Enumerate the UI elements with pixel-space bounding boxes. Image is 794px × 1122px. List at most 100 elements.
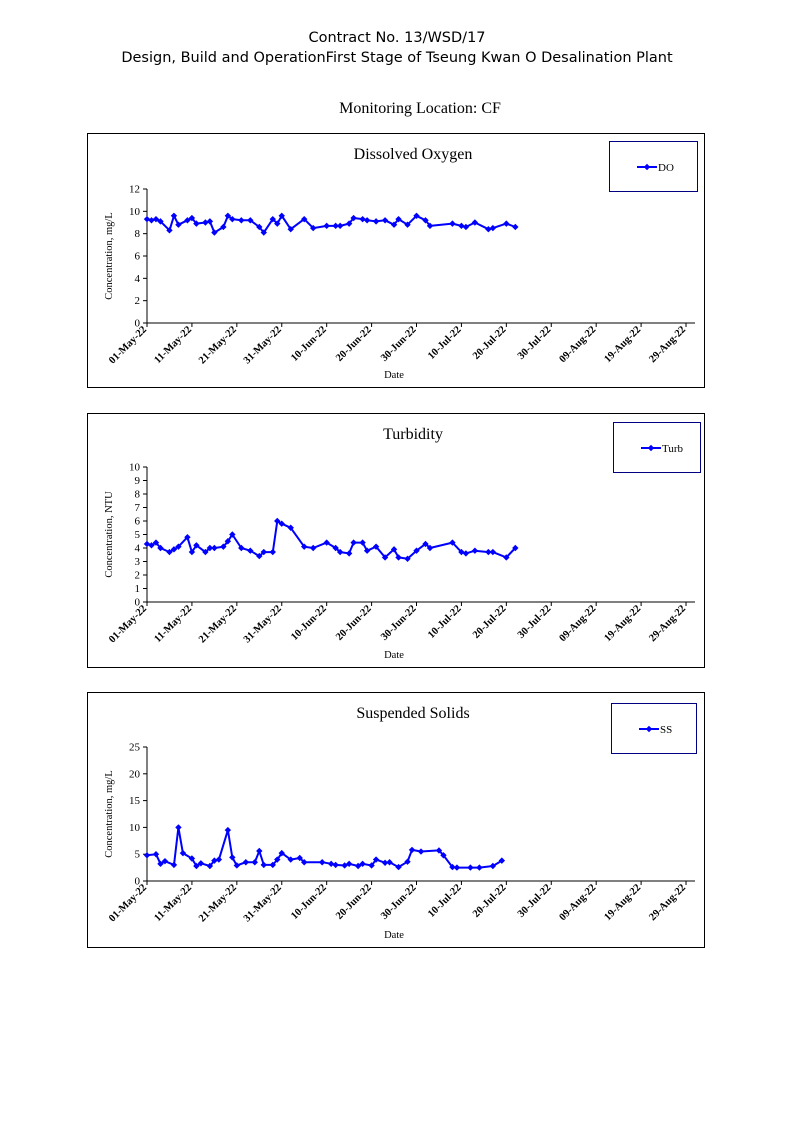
y-tick-label: 20 — [129, 768, 141, 780]
y-axis-label: Concentration, mg/L — [104, 212, 115, 299]
y-tick-label: 10 — [129, 462, 141, 474]
data-point — [512, 544, 519, 552]
x-axis-label: Date — [384, 370, 404, 381]
data-point — [512, 223, 519, 231]
data-point — [422, 217, 429, 224]
data-point — [350, 214, 357, 222]
y-tick-label: 0 — [135, 597, 141, 609]
x-axis-label: Date — [384, 930, 404, 941]
y-tick-label: 10 — [129, 822, 141, 834]
data-point — [462, 223, 470, 231]
data-point — [503, 220, 510, 227]
data-point — [184, 217, 191, 224]
data-point — [256, 223, 263, 231]
data-point — [256, 847, 263, 855]
data-point — [332, 222, 339, 230]
data-point — [170, 212, 178, 219]
project-title-heading: Design, Build and OperationFirst Stage o… — [121, 50, 673, 66]
data-point — [269, 215, 276, 223]
y-tick-label: 5 — [135, 529, 141, 541]
data-point — [359, 215, 366, 223]
data-point — [238, 217, 245, 224]
legend-marker — [643, 163, 651, 171]
data-point — [363, 217, 371, 224]
data-point — [309, 544, 317, 552]
legend-marker — [645, 725, 653, 733]
y-tick-label: 3 — [135, 556, 141, 568]
chart-title: Suspended Solids — [356, 705, 469, 722]
data-point — [229, 215, 236, 223]
legend-label: SS — [660, 724, 672, 736]
data-point — [323, 222, 330, 230]
data-point — [274, 517, 281, 525]
data-point — [224, 212, 232, 219]
y-axis-label: Concentration, NTU — [104, 491, 115, 578]
chart-frame — [87, 692, 705, 948]
data-point — [336, 222, 344, 230]
data-point — [395, 215, 402, 223]
data-point — [345, 220, 353, 227]
chart-title: Turbidity — [383, 426, 443, 443]
data-point — [206, 218, 214, 225]
data-point — [157, 860, 164, 868]
data-point — [435, 847, 443, 854]
legend-marker — [647, 444, 655, 452]
data-point — [157, 218, 164, 225]
data-point — [287, 524, 294, 531]
data-point — [242, 859, 250, 866]
monitoring-location-title: Monitoring Location: CF — [339, 100, 501, 117]
data-point — [458, 222, 465, 230]
data-point — [413, 212, 420, 219]
y-tick-label: 2 — [135, 570, 141, 582]
data-point — [318, 859, 326, 866]
data-point — [309, 224, 317, 232]
data-point — [417, 848, 425, 855]
data-point — [278, 212, 285, 219]
y-tick-label: 6 — [135, 516, 141, 528]
data-point — [372, 856, 380, 863]
data-point — [323, 539, 330, 546]
data-point — [170, 546, 178, 553]
data-point — [386, 859, 393, 866]
chart-frame — [87, 413, 705, 668]
chart-frame — [87, 133, 705, 388]
data-point — [224, 538, 232, 545]
data-point — [206, 544, 214, 552]
y-tick-label: 25 — [129, 742, 141, 754]
turbidity-chart: Turbidity 0 1 2 3 4 5 6 7 8 9 10 Concentration, NTU 0… — [87, 413, 705, 668]
data-point — [426, 222, 434, 230]
y-tick-label: 9 — [135, 475, 141, 487]
data-point — [449, 220, 456, 227]
y-tick-label: 7 — [135, 502, 141, 514]
data-point — [148, 217, 155, 224]
data-point — [211, 544, 218, 552]
data-point — [372, 218, 380, 225]
y-tick-label: 15 — [129, 795, 141, 807]
contract-number-heading: Contract No. 13/WSD/17 — [308, 30, 486, 46]
data-point — [238, 544, 245, 552]
y-tick-label: 10 — [129, 206, 141, 218]
y-tick-label: 0 — [135, 318, 141, 330]
data-point — [260, 229, 267, 236]
y-tick-label: 2 — [135, 295, 141, 307]
data-point — [152, 215, 160, 223]
data-point — [220, 223, 227, 231]
dissolved-oxygen-chart: Dissolved Oxygen 0 2 4 6 8 10 12 Concentration, … — [87, 133, 705, 388]
y-tick-label: 4 — [135, 273, 141, 285]
y-tick-label: 5 — [135, 849, 141, 861]
data-point — [489, 224, 497, 232]
y-tick-label: 8 — [135, 489, 141, 501]
data-point — [426, 544, 434, 552]
chart-svg: Suspended Solids 0 5 10 15 20 25 Concentration,… — [87, 692, 705, 948]
legend-label: Turb — [662, 443, 683, 455]
data-point — [229, 531, 236, 538]
y-tick-label: 4 — [135, 543, 141, 555]
data-point — [166, 227, 173, 234]
suspended-solids-chart: Suspended Solids 0 5 10 15 20 25 Concentration,… — [87, 692, 705, 948]
data-point — [157, 544, 164, 552]
data-point — [390, 221, 398, 228]
data-point — [381, 217, 389, 224]
data-point — [247, 217, 254, 224]
data-point — [202, 219, 209, 226]
